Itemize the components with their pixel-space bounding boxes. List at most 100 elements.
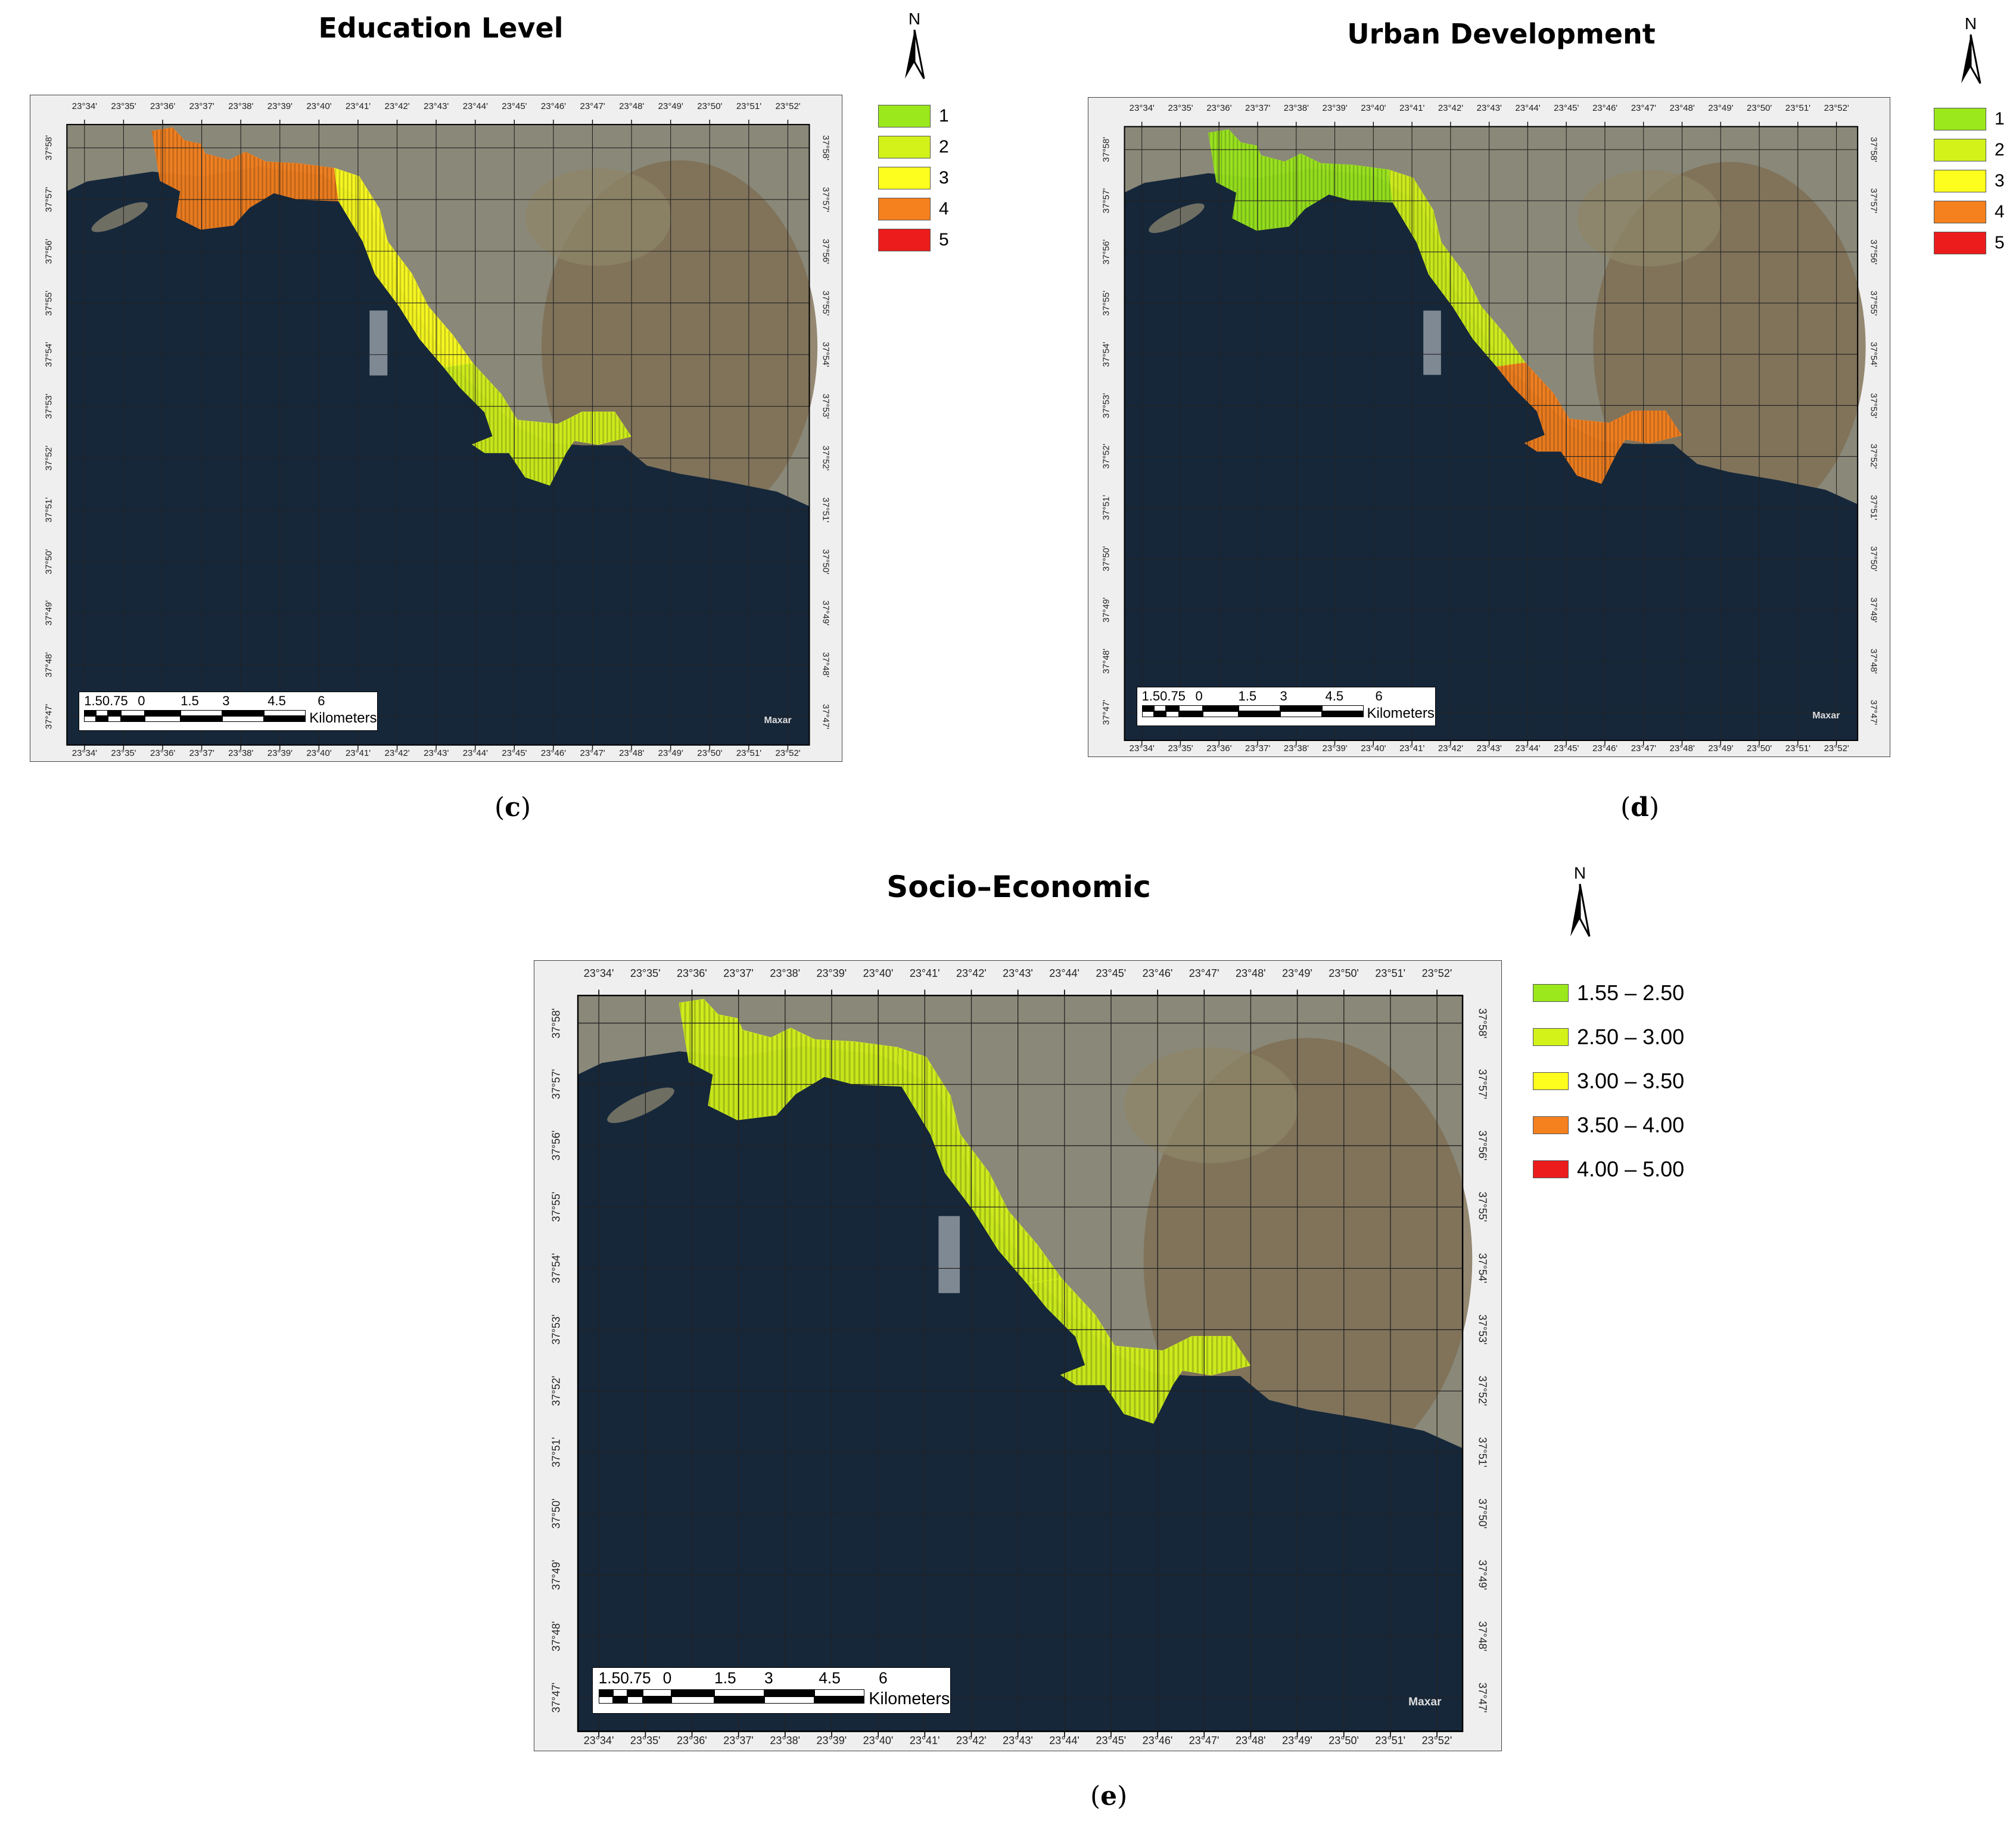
latitude-tick-right: 37°52' bbox=[1868, 444, 1879, 469]
longitude-tick-bottom: 23°39' bbox=[1322, 743, 1348, 754]
longitude-tick-top: 23°42' bbox=[956, 967, 987, 980]
coastal-zone-grid bbox=[1027, 1278, 1250, 1424]
scale-bar-segment bbox=[1141, 711, 1154, 718]
latitude-tick-right: 37°56' bbox=[1868, 239, 1879, 265]
legend-swatch bbox=[1934, 108, 1986, 130]
longitude-tick-top: 23°37' bbox=[1245, 103, 1271, 114]
coastal-zone-grid bbox=[152, 127, 339, 229]
longitude-tick-bottom: 23°38' bbox=[228, 748, 254, 758]
legend-swatch bbox=[1934, 170, 1986, 192]
scale-bar-number: 4.5 bbox=[819, 1668, 841, 1687]
longitude-tick-bottom: 23°49' bbox=[658, 748, 683, 758]
legend: 1 2 3 4 5 bbox=[878, 105, 949, 260]
longitude-tick-bottom: 23°36' bbox=[150, 748, 176, 758]
legend-item: 4 bbox=[1934, 201, 2005, 223]
longitude-tick-bottom: 23°43' bbox=[424, 748, 449, 758]
longitude-tick-bottom: 23°40' bbox=[306, 748, 332, 758]
map-frame[interactable]: 23°34' 23°34' 23°35' 23°35' 23°36' 23°36' 23°3… bbox=[1088, 97, 1890, 757]
legend-item: 3.00 – 3.50 bbox=[1533, 1069, 1684, 1094]
scale-bar-segment bbox=[1280, 705, 1322, 712]
sea-area bbox=[578, 1045, 1463, 1732]
longitude-tick-top: 23°48' bbox=[1669, 103, 1695, 114]
legend-item: 2 bbox=[878, 136, 949, 158]
panel-title: Urban Development bbox=[1347, 18, 1656, 50]
legend-swatch bbox=[878, 229, 931, 251]
longitude-tick-top: 23°43' bbox=[1476, 103, 1502, 114]
scale-bar-segment bbox=[612, 1696, 627, 1704]
coastal-zone-grid bbox=[444, 363, 631, 485]
longitude-tick-top: 23°45' bbox=[1554, 103, 1579, 114]
longitude-tick-top: 23°42' bbox=[1438, 103, 1464, 114]
scale-bar-segment bbox=[264, 709, 306, 716]
latitude-tick-right: 37°51' bbox=[820, 497, 831, 522]
latitude-tick-left: 37°48' bbox=[1101, 648, 1112, 674]
scale-bar: 1.50.75 0 1.5 3 4.5 6 Kilometers bbox=[592, 1667, 951, 1714]
legend-swatch bbox=[1934, 201, 1986, 223]
longitude-tick-top: 23°40' bbox=[863, 967, 894, 980]
longitude-tick-top: 23°41' bbox=[909, 967, 940, 980]
panel-caption: (e) bbox=[1090, 1781, 1128, 1811]
map-neatline bbox=[66, 124, 810, 746]
north-arrow: N bbox=[1559, 865, 1601, 942]
longitude-tick-top: 23°43' bbox=[424, 101, 449, 111]
longitude-tick-top: 23°51' bbox=[1375, 967, 1406, 980]
latitude-tick-right: 37°57' bbox=[820, 186, 831, 213]
scale-bar-number: 0 bbox=[1195, 689, 1203, 704]
sea-area bbox=[67, 166, 810, 745]
latitude-tick-left: 37°51' bbox=[1101, 495, 1112, 521]
scale-bar-number: 1.50.75 bbox=[598, 1668, 651, 1687]
marina-patch bbox=[1423, 310, 1441, 375]
longitude-tick-bottom: 23°40' bbox=[1361, 743, 1386, 754]
latitude-tick-right: 37°48' bbox=[820, 652, 831, 678]
scale-bar-segment bbox=[84, 715, 97, 722]
longitude-tick-top: 23°47' bbox=[580, 101, 605, 111]
legend-item: 2.50 – 3.00 bbox=[1533, 1025, 1684, 1050]
latitude-tick-right: 37°53' bbox=[820, 394, 831, 419]
north-label: N bbox=[908, 10, 921, 28]
longitude-tick-top: 23°45' bbox=[502, 101, 527, 111]
longitude-tick-top: 23°34' bbox=[1129, 103, 1155, 114]
legend-label: 3 bbox=[939, 168, 949, 188]
north-arrow: N bbox=[894, 11, 935, 84]
map-frame[interactable]: 23°34' 23°34' 23°35' 23°35' 23°36' 23°36' 23°3… bbox=[534, 960, 1502, 1751]
latitude-tick-left: 37°56' bbox=[550, 1131, 562, 1161]
longitude-tick-bottom: 23°42' bbox=[1438, 743, 1464, 754]
longitude-tick-top: 23°51' bbox=[1785, 103, 1811, 114]
latitude-tick-left: 37°55' bbox=[43, 290, 54, 316]
longitude-tick-top: 23°38' bbox=[1283, 103, 1309, 114]
latitude-tick-right: 37°47' bbox=[1868, 699, 1879, 725]
legend-swatch bbox=[878, 198, 931, 220]
latitude-tick-left: 37°56' bbox=[43, 238, 54, 264]
legend-swatch bbox=[1533, 984, 1569, 1002]
scale-bar-segment bbox=[612, 1689, 627, 1696]
scale-bar-number: 6 bbox=[1375, 689, 1383, 704]
latitude-tick-right: 37°50' bbox=[1476, 1498, 1489, 1529]
latitude-tick-right: 37°53' bbox=[1868, 393, 1879, 418]
longitude-tick-top: 23°37' bbox=[723, 967, 754, 980]
legend-label: 1.55 – 2.50 bbox=[1577, 980, 1685, 1005]
scale-bar-segment bbox=[1178, 711, 1203, 718]
scale-bar-segment bbox=[643, 1696, 672, 1704]
scale-bar-segment bbox=[814, 1696, 865, 1704]
marina-patch bbox=[369, 310, 388, 376]
map-svg bbox=[534, 961, 1501, 1751]
longitude-tick-bottom: 23°47' bbox=[1189, 1735, 1219, 1747]
map-neatline bbox=[577, 995, 1464, 1732]
longitude-tick-top: 23°36' bbox=[1206, 103, 1232, 114]
longitude-tick-top: 23°49' bbox=[658, 101, 683, 111]
legend-swatch bbox=[878, 167, 931, 189]
scale-bar-number: 3 bbox=[764, 1668, 773, 1687]
scale-bar-number: 1.5 bbox=[1238, 689, 1257, 704]
longitude-tick-bottom: 23°36' bbox=[1206, 743, 1232, 754]
latitude-tick-right: 37°54' bbox=[1868, 341, 1879, 367]
scale-bar-number: 6 bbox=[318, 693, 325, 708]
longitude-tick-top: 23°47' bbox=[1189, 967, 1219, 980]
map-frame[interactable]: 23°34' 23°34' 23°35' 23°35' 23°36' 23°36' 23°3… bbox=[30, 95, 842, 762]
latitude-tick-right: 37°53' bbox=[1476, 1314, 1489, 1345]
longitude-tick-bottom: 23°41' bbox=[909, 1735, 940, 1747]
scale-bar-number: 1.50.75 bbox=[84, 693, 128, 708]
longitude-tick-top: 23°41' bbox=[1399, 103, 1425, 114]
latitude-tick-right: 37°56' bbox=[1476, 1131, 1489, 1161]
legend-item: 1.55 – 2.50 bbox=[1533, 980, 1684, 1005]
north-arrow-icon bbox=[1570, 883, 1591, 937]
